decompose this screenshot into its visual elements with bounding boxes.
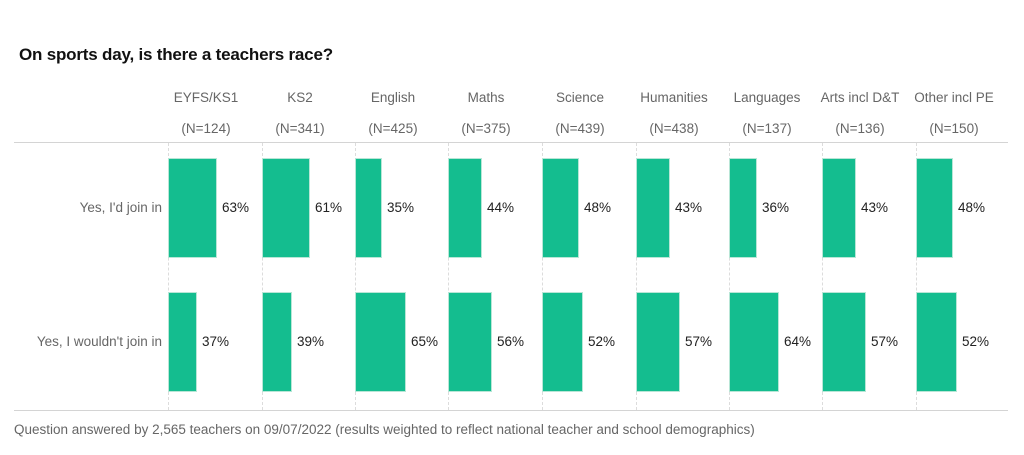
- gridline: [822, 143, 823, 410]
- value-label: 52%: [962, 334, 990, 349]
- bar: [168, 158, 217, 258]
- bar: [262, 292, 292, 392]
- gridline: [168, 143, 169, 410]
- column-header: Maths: [467, 90, 505, 105]
- column-sample-size: (N=438): [649, 121, 699, 136]
- row-label: Yes, I'd join in: [79, 200, 162, 215]
- bar: [168, 292, 197, 392]
- column-header: EYFS/KS1: [173, 90, 239, 105]
- bar: [729, 292, 779, 392]
- column-header: Other incl PE: [914, 90, 994, 105]
- value-label: 37%: [202, 334, 230, 349]
- bar: [355, 292, 406, 392]
- value-label: 61%: [315, 200, 343, 215]
- value-label: 57%: [685, 334, 713, 349]
- bar: [542, 292, 583, 392]
- bar: [262, 158, 310, 258]
- column-header: English: [370, 90, 416, 105]
- footnote: Question answered by 2,565 teachers on 0…: [14, 422, 755, 437]
- bar: [636, 158, 670, 258]
- bar: [636, 292, 680, 392]
- column-header: Humanities: [640, 90, 708, 105]
- value-label: 36%: [762, 200, 790, 215]
- value-label: 57%: [871, 334, 899, 349]
- column-sample-size: (N=425): [368, 121, 418, 136]
- bar: [916, 292, 957, 392]
- column-header: Science: [555, 90, 605, 105]
- gridline: [729, 143, 730, 410]
- bar: [448, 292, 492, 392]
- value-label: 64%: [784, 334, 812, 349]
- bar: [355, 158, 382, 258]
- column-sample-size: (N=375): [461, 121, 511, 136]
- bar: [916, 158, 953, 258]
- bar: [822, 158, 856, 258]
- value-label: 48%: [584, 200, 612, 215]
- column-sample-size: (N=150): [929, 121, 979, 136]
- value-label: 65%: [411, 334, 439, 349]
- value-label: 44%: [487, 200, 515, 215]
- column-sample-size: (N=341): [275, 121, 325, 136]
- gridline: [636, 143, 637, 410]
- gridline: [355, 143, 356, 410]
- chart-title: On sports day, is there a teachers race?: [19, 45, 333, 64]
- gridline: [542, 143, 543, 410]
- column-header: Languages: [733, 90, 801, 105]
- column-sample-size: (N=124): [181, 121, 231, 136]
- top-rule: [14, 142, 1008, 143]
- value-label: 35%: [387, 200, 415, 215]
- value-label: 43%: [861, 200, 889, 215]
- value-label: 52%: [588, 334, 616, 349]
- value-label: 63%: [222, 200, 250, 215]
- column-sample-size: (N=136): [835, 121, 885, 136]
- bar: [729, 158, 757, 258]
- column-sample-size: (N=137): [742, 121, 792, 136]
- bar: [542, 158, 579, 258]
- column-header: KS2: [287, 90, 313, 105]
- bar: [822, 292, 866, 392]
- value-label: 39%: [297, 334, 325, 349]
- column-header: Arts incl D&T: [820, 90, 900, 105]
- column-sample-size: (N=439): [555, 121, 605, 136]
- bar: [448, 158, 482, 258]
- value-label: 48%: [958, 200, 986, 215]
- bottom-rule: [14, 410, 1008, 411]
- gridline: [262, 143, 263, 410]
- gridline: [448, 143, 449, 410]
- value-label: 43%: [675, 200, 703, 215]
- value-label: 56%: [497, 334, 525, 349]
- gridline: [916, 143, 917, 410]
- row-label: Yes, I wouldn't join in: [36, 334, 162, 349]
